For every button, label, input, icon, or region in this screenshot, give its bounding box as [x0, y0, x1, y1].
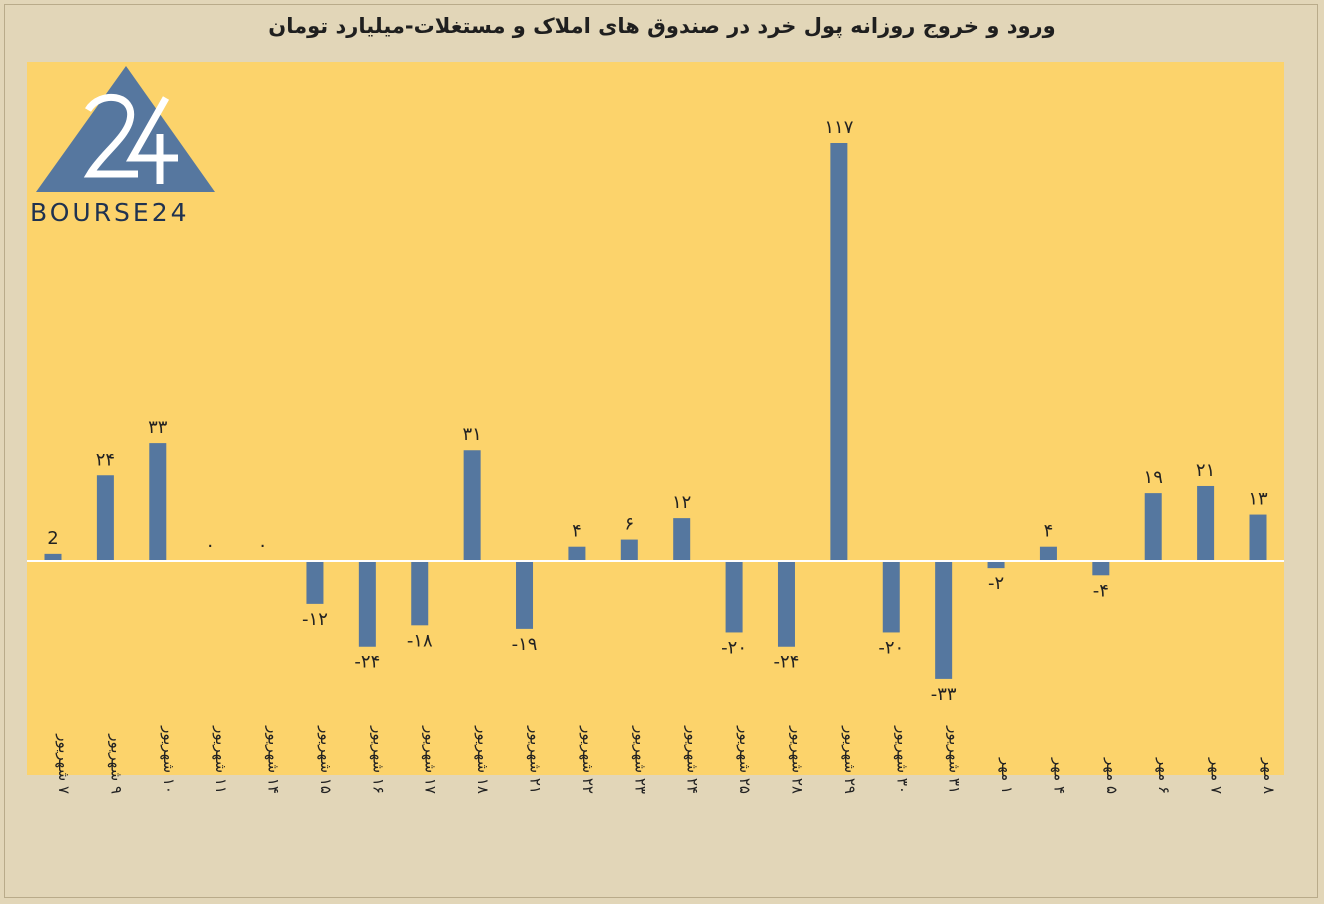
bar-value-label: ۴ — [572, 521, 582, 542]
bar-value-label: -۳۳ — [931, 684, 957, 705]
bar-value-label: -۲۰ — [878, 637, 904, 658]
bar — [1197, 485, 1215, 561]
x-tick-label: ۱۷ شهریور — [422, 725, 440, 794]
x-tick-label: ۷ مهر — [1208, 757, 1226, 794]
logo-24-mark-icon — [83, 93, 178, 184]
bars-group — [44, 143, 1267, 679]
x-tick-label: ۳۱ شهریور — [946, 725, 964, 794]
bar — [306, 561, 324, 604]
x-tick-label: ۲۹ شهریور — [841, 725, 859, 794]
bar-value-label: ۱۹ — [1144, 467, 1163, 488]
x-tick-label: ۶ مهر — [1155, 757, 1173, 794]
bar-value-label: ۱۲ — [672, 492, 691, 513]
bar-value-label: ۳۳ — [148, 417, 168, 438]
bar — [44, 553, 62, 561]
x-tick-label: ۵ مهر — [1103, 757, 1121, 794]
bar-value-label: ۶ — [624, 514, 634, 535]
bar-value-label: ۰ — [205, 535, 215, 556]
bar-value-label: -۱۹ — [512, 634, 538, 655]
chart-title: ورود و خروج روزانه پول خرد در صندوق های … — [268, 14, 1056, 38]
bar-value-label: ۱۳ — [1248, 489, 1268, 510]
bar — [777, 561, 795, 647]
bar — [1144, 493, 1162, 561]
x-tick-label: ۱ مهر — [998, 757, 1016, 794]
bar-value-label: ۰ — [258, 535, 268, 556]
bar — [96, 475, 114, 561]
bar — [673, 518, 691, 561]
x-tick-label: ۲۱ شهریور — [527, 725, 545, 794]
bar — [830, 143, 848, 561]
x-tick-label: ۲۸ شهریور — [788, 725, 806, 794]
bar-value-label: -۲۴ — [354, 652, 380, 673]
bar — [463, 450, 481, 561]
bar-value-label: ۴ — [1044, 521, 1054, 542]
bar — [935, 561, 953, 679]
bar — [725, 561, 743, 633]
x-tick-label: ۱۰ شهریور — [160, 725, 178, 794]
bar — [358, 561, 376, 647]
x-tick-label: ۱۸ شهریور — [474, 725, 492, 794]
bar — [882, 561, 900, 633]
bar — [149, 443, 167, 561]
bar — [568, 546, 586, 561]
bar-value-label: ۱۱۷ — [824, 117, 853, 138]
x-tick-label: ۱۴ شهریور — [265, 725, 283, 794]
x-tick-label: ۲۲ شهریور — [579, 725, 597, 794]
plot-area — [27, 62, 1284, 775]
x-tick-labels-group: ۷ شهریور ۹ شهریور ۱۰ شهریور ۱۱ شهریور ۱۴ شهر… — [55, 725, 1278, 794]
x-tick-label: ۷ شهریور — [55, 733, 73, 794]
x-tick-label: ۲۴ شهریور — [684, 725, 702, 794]
x-tick-label: ۱۱ شهریور — [212, 725, 230, 794]
bar-value-label: 2 — [47, 528, 58, 549]
bar-value-label: -۱۸ — [407, 630, 433, 651]
x-tick-label: ۱۶ شهریور — [369, 725, 387, 794]
bourse24-logo — [36, 66, 215, 192]
bar — [987, 561, 1005, 569]
x-tick-label: ۱۵ شهریور — [317, 725, 335, 794]
bar — [516, 561, 534, 629]
x-tick-label: ۸ مهر — [1260, 757, 1278, 794]
x-tick-label: ۹ شهریور — [107, 733, 125, 794]
bar — [1092, 561, 1110, 576]
x-tick-label: ۲۳ شهریور — [631, 725, 649, 794]
x-tick-label: ۳۰ شهریور — [893, 725, 911, 794]
bar-value-label: ۳۱ — [462, 424, 481, 445]
bar-value-label: -۲۰ — [721, 637, 747, 658]
bar — [620, 539, 638, 561]
bar-value-label: ۲۴ — [96, 449, 115, 470]
bar-value-label: -۴ — [1093, 580, 1109, 601]
bar — [411, 561, 429, 626]
bar-value-label: -۲۴ — [774, 652, 800, 673]
bar-value-label: ۲۱ — [1196, 460, 1215, 481]
bar — [1249, 514, 1267, 561]
bar-value-label: -۲ — [988, 573, 1004, 594]
x-tick-label: ۲۵ شهریور — [736, 725, 754, 794]
logo-text: BOURSE24 — [30, 198, 190, 227]
chart-frame — [4, 4, 1318, 898]
x-tick-label: ۴ مهر — [1050, 757, 1068, 794]
bar — [1039, 546, 1057, 561]
bar-value-label: -۱۲ — [302, 609, 328, 630]
